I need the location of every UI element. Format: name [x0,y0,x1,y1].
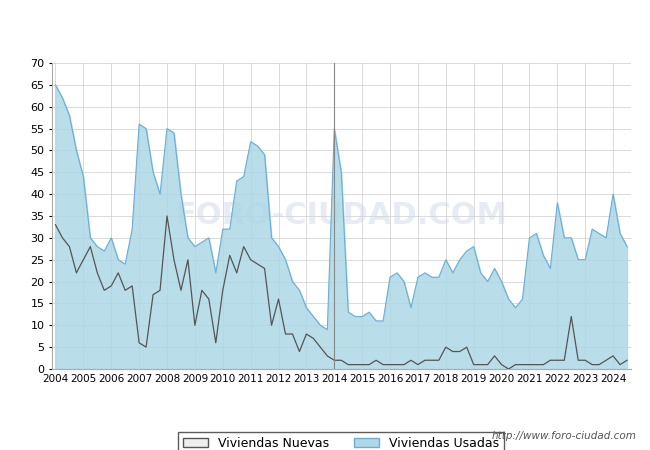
Text: http://www.foro-ciudad.com: http://www.foro-ciudad.com [492,431,637,441]
Text: Toro - Evolucion del Nº de Transacciones Inmobiliarias: Toro - Evolucion del Nº de Transacciones… [119,19,531,35]
Text: FORO-CIUDAD.COM: FORO-CIUDAD.COM [176,202,507,230]
Legend: Viviendas Nuevas, Viviendas Usadas: Viviendas Nuevas, Viviendas Usadas [178,432,504,450]
